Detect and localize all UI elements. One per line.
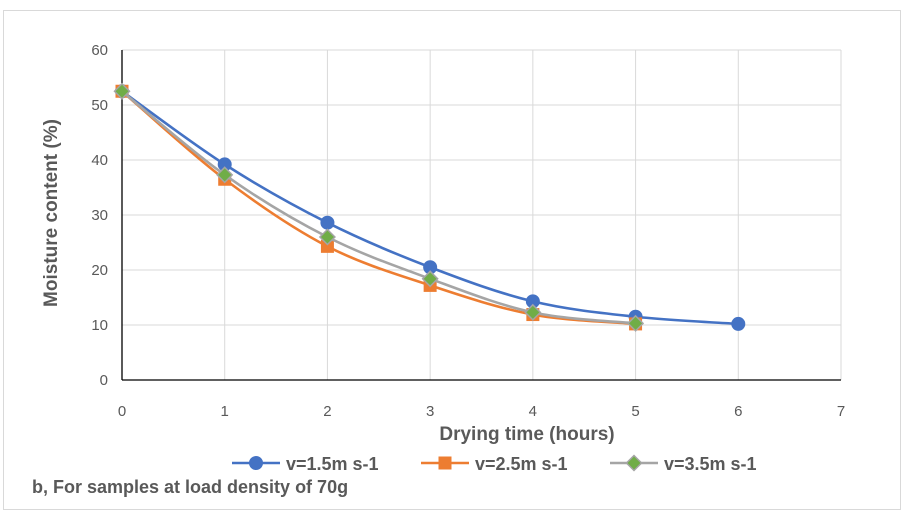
- series-3: [113, 82, 645, 332]
- y-tick-label: 60: [91, 42, 108, 59]
- series-layer: [113, 82, 746, 332]
- tick-labels: 0 10 20 30 40 50 60 0 1 2 3 4 5 6 7: [91, 42, 845, 420]
- series-2: [115, 84, 643, 331]
- legend-item: v=1.5m s-1: [232, 454, 379, 474]
- x-tick-label: 0: [118, 403, 126, 420]
- data-point: [731, 316, 746, 331]
- data-point: [113, 82, 131, 100]
- data-point: [524, 303, 542, 321]
- figure-caption: b, For samples at load density of 70g: [32, 477, 349, 497]
- data-point: [320, 239, 334, 253]
- x-tick-label: 3: [426, 403, 434, 420]
- legend-label: v=2.5m s-1: [475, 454, 568, 474]
- legend-marker: [249, 456, 263, 470]
- series-line: [121, 90, 636, 326]
- x-tick-label: 4: [529, 403, 537, 420]
- data-point: [320, 215, 335, 230]
- legend-label: v=1.5m s-1: [286, 454, 379, 474]
- legend-label: v=3.5m s-1: [664, 454, 757, 474]
- legend-marker: [625, 454, 643, 472]
- y-tick-label: 20: [91, 262, 108, 279]
- y-tick-label: 0: [100, 372, 108, 389]
- gridlines: [122, 49, 842, 380]
- legend-marker: [438, 456, 452, 470]
- y-tick-label: 50: [91, 97, 108, 114]
- data-point: [627, 314, 645, 332]
- x-tick-label: 5: [631, 403, 639, 420]
- x-axis-title: Drying time (hours): [439, 424, 614, 445]
- y-tick-label: 10: [91, 317, 108, 334]
- x-tick-label: 6: [734, 403, 742, 420]
- legend: v=1.5m s-1 v=2.5m s-1 v=3.5m s-1: [232, 454, 757, 474]
- y-tick-label: 30: [91, 207, 108, 224]
- x-tick-label: 1: [221, 403, 229, 420]
- legend-item: v=3.5m s-1: [610, 454, 757, 474]
- data-point: [216, 166, 234, 184]
- y-axis-title: Moisture content (%): [41, 119, 62, 307]
- legend-item: v=2.5m s-1: [421, 454, 568, 474]
- series-line: [121, 90, 636, 325]
- x-tick-label: 7: [837, 403, 845, 420]
- y-tick-label: 40: [91, 152, 108, 169]
- chart-frame: [3, 10, 901, 510]
- axes: [121, 50, 841, 381]
- x-tick-label: 2: [323, 403, 331, 420]
- data-point: [318, 228, 336, 246]
- data-point: [421, 270, 439, 288]
